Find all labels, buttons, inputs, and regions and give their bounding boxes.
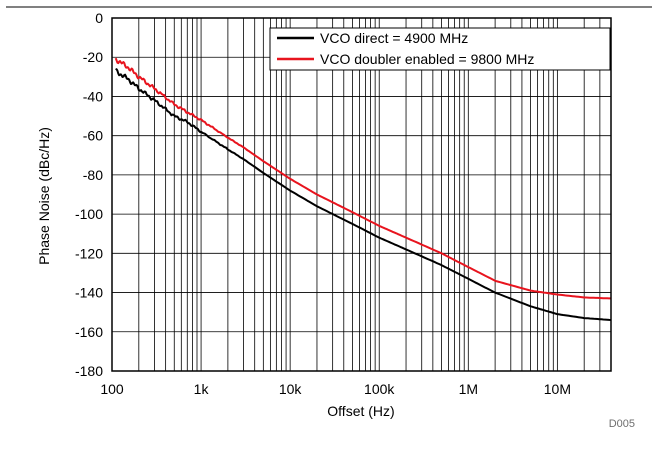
y-tick-label: -40 bbox=[83, 88, 103, 104]
legend: VCO direct = 4900 MHz VCO doubler enable… bbox=[269, 27, 611, 71]
y-tick-label: -160 bbox=[75, 324, 103, 340]
y-tick-label: -140 bbox=[75, 285, 103, 301]
y-tick-label: 0 bbox=[95, 10, 103, 26]
plot-frame bbox=[111, 17, 612, 372]
y-axis-title: Phase Noise (dBc/Hz) bbox=[36, 127, 52, 265]
y-tick-label: -180 bbox=[75, 363, 103, 379]
x-tick-label: 1k bbox=[194, 381, 210, 397]
legend-box bbox=[269, 27, 611, 71]
y-tick-label: -20 bbox=[83, 49, 103, 65]
figure-id: D005 bbox=[609, 418, 635, 430]
y-tick-label: -60 bbox=[83, 128, 103, 144]
x-tick-label: 1M bbox=[459, 381, 478, 397]
tick-labels: 0 -20 -40 -60 -80 -100 -120 -140 -160 -180 100 1k 10… bbox=[75, 10, 571, 397]
grid bbox=[112, 18, 611, 371]
legend-label-vco-direct: VCO direct = 4900 MHz bbox=[320, 30, 468, 46]
x-axis-title: Offset (Hz) bbox=[327, 403, 394, 419]
y-tick-label: -100 bbox=[75, 206, 103, 222]
x-tick-label: 10M bbox=[544, 381, 571, 397]
y-tick-label: -120 bbox=[75, 245, 103, 261]
series-line-vco-doubler bbox=[114, 57, 611, 300]
series-line-vco-direct bbox=[115, 68, 612, 321]
x-tick-label: 100k bbox=[364, 381, 395, 397]
x-tick-label: 10k bbox=[279, 381, 303, 397]
series-lines bbox=[114, 57, 612, 321]
y-tick-label: -80 bbox=[83, 167, 103, 183]
legend-label-vco-doubler: VCO doubler enabled = 9800 MHz bbox=[320, 51, 534, 67]
x-tick-label: 100 bbox=[100, 381, 124, 397]
